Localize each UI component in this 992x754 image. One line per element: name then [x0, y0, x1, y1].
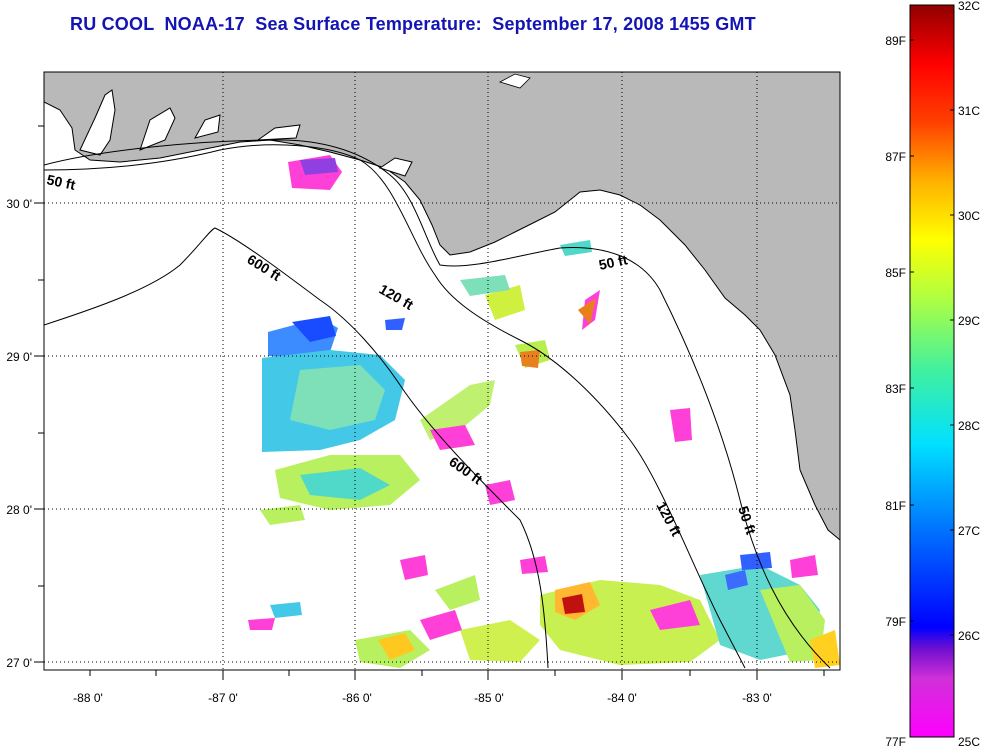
bay: [256, 124, 301, 141]
celsius-label: 26C: [958, 629, 980, 643]
map-title: RU COOL NOAA-17 Sea Surface Temperature:…: [70, 14, 756, 34]
lon-label: -88 0': [73, 691, 103, 705]
lon-label: -87 0': [208, 691, 238, 705]
longitude-labels: -88 0' -87 0' -86 0' -85 0' -84 0' -83 0…: [73, 691, 772, 705]
celsius-label: 31C: [958, 104, 980, 118]
fahrenheit-label: 77F: [885, 735, 906, 749]
fahrenheit-label: 83F: [885, 382, 906, 396]
lon-label: -83 0': [742, 691, 772, 705]
colorbar-fahrenheit-labels: 89F 87F 85F 83F 81F 79F 77F: [885, 34, 906, 749]
celsius-label: 27C: [958, 524, 980, 538]
sst-patches: [248, 155, 840, 668]
bay: [378, 157, 413, 177]
bay: [193, 114, 221, 139]
lon-label: -85 0': [474, 691, 504, 705]
lat-label: 28 0': [6, 503, 32, 517]
axis-ticks: [34, 125, 825, 680]
bay: [139, 107, 176, 151]
latitude-labels: 30 0' 29 0' 28 0' 27 0': [6, 197, 32, 670]
celsius-label: 32C: [958, 0, 980, 13]
celsius-label: 28C: [958, 419, 980, 433]
bay: [79, 89, 116, 156]
land-mass: [44, 72, 840, 541]
depth-label: 50 ft: [597, 251, 629, 273]
lon-label: -86 0': [342, 691, 372, 705]
colorbar-ticks: [910, 4, 954, 738]
lat-label: 30 0': [6, 197, 32, 211]
colorbar-celsius-labels: 32C 31C 30C 29C 28C 27C 26C 25C: [958, 0, 980, 749]
bay: [498, 73, 531, 89]
fahrenheit-label: 87F: [885, 150, 906, 164]
depth-label: 50 ft: [45, 171, 77, 193]
lon-label: -84 0': [607, 691, 637, 705]
graticule: [44, 72, 840, 670]
colorbar: [909, 4, 955, 738]
fahrenheit-label: 79F: [885, 615, 906, 629]
celsius-label: 30C: [958, 209, 980, 223]
depth-contours: [44, 139, 831, 669]
map-frame: [43, 71, 841, 671]
lat-label: 27 0': [6, 656, 32, 670]
fahrenheit-label: 85F: [885, 266, 906, 280]
fahrenheit-label: 89F: [885, 34, 906, 48]
lat-label: 29 0': [6, 350, 32, 364]
celsius-label: 29C: [958, 314, 980, 328]
celsius-label: 25C: [958, 735, 980, 749]
fahrenheit-label: 81F: [885, 499, 906, 513]
